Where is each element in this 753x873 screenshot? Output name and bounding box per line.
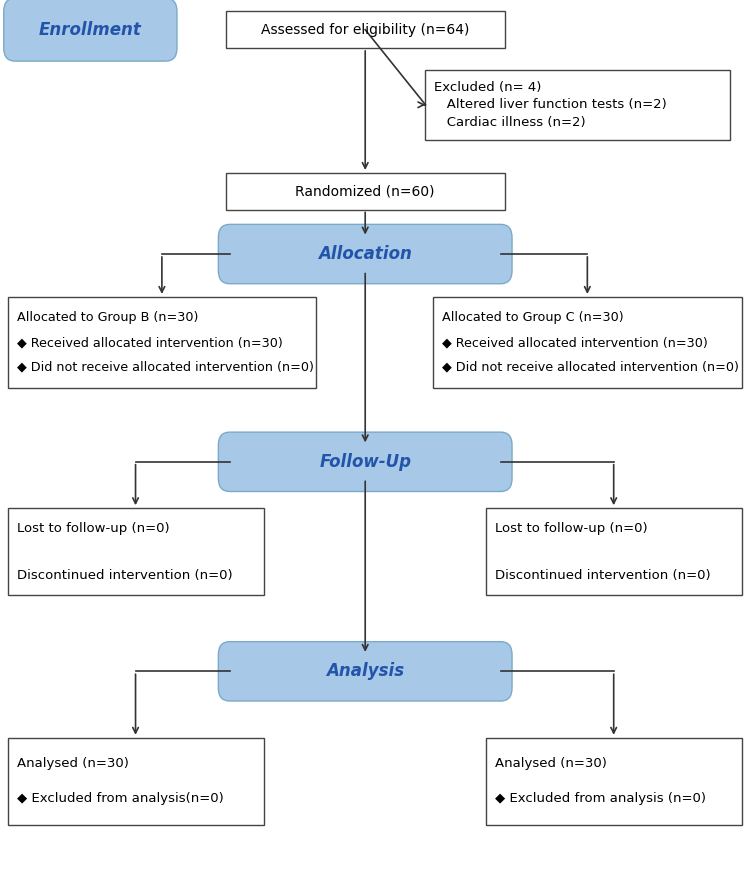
Text: ◆ Excluded from analysis(n=0): ◆ Excluded from analysis(n=0) — [17, 793, 224, 805]
FancyBboxPatch shape — [8, 297, 316, 388]
Text: Follow-Up: Follow-Up — [319, 453, 411, 471]
FancyBboxPatch shape — [218, 224, 512, 284]
Text: Cardiac illness (n=2): Cardiac illness (n=2) — [434, 116, 586, 128]
Text: Altered liver function tests (n=2): Altered liver function tests (n=2) — [434, 99, 667, 111]
Text: Allocated to Group B (n=30): Allocated to Group B (n=30) — [17, 312, 198, 325]
Text: ◆ Received allocated intervention (n=30): ◆ Received allocated intervention (n=30) — [442, 336, 708, 349]
Text: Analysed (n=30): Analysed (n=30) — [17, 758, 129, 770]
Text: Assessed for eligibility (n=64): Assessed for eligibility (n=64) — [261, 23, 469, 37]
FancyBboxPatch shape — [8, 738, 264, 825]
Text: Excluded (n= 4): Excluded (n= 4) — [434, 81, 542, 93]
Text: Allocated to Group C (n=30): Allocated to Group C (n=30) — [442, 312, 623, 325]
Text: ◆ Did not receive allocated intervention (n=0): ◆ Did not receive allocated intervention… — [442, 361, 739, 374]
FancyBboxPatch shape — [4, 0, 177, 61]
Text: ◆ Received allocated intervention (n=30): ◆ Received allocated intervention (n=30) — [17, 336, 282, 349]
FancyBboxPatch shape — [218, 642, 512, 701]
Text: Analysis: Analysis — [326, 663, 404, 680]
Text: Allocation: Allocation — [319, 245, 412, 263]
FancyBboxPatch shape — [226, 173, 505, 210]
Text: ◆ Excluded from analysis (n=0): ◆ Excluded from analysis (n=0) — [495, 793, 706, 805]
Text: ◆ Did not receive allocated intervention (n=0): ◆ Did not receive allocated intervention… — [17, 361, 313, 374]
Text: Randomized (n=60): Randomized (n=60) — [295, 184, 435, 198]
FancyBboxPatch shape — [218, 432, 512, 491]
Text: Lost to follow-up (n=0): Lost to follow-up (n=0) — [495, 522, 648, 535]
FancyBboxPatch shape — [226, 11, 505, 48]
FancyBboxPatch shape — [486, 508, 742, 595]
Text: Lost to follow-up (n=0): Lost to follow-up (n=0) — [17, 522, 169, 535]
FancyBboxPatch shape — [433, 297, 742, 388]
Text: Analysed (n=30): Analysed (n=30) — [495, 758, 607, 770]
Text: Enrollment: Enrollment — [39, 21, 142, 38]
Text: Discontinued intervention (n=0): Discontinued intervention (n=0) — [17, 568, 232, 581]
FancyBboxPatch shape — [8, 508, 264, 595]
FancyBboxPatch shape — [486, 738, 742, 825]
Text: Discontinued intervention (n=0): Discontinued intervention (n=0) — [495, 568, 710, 581]
FancyBboxPatch shape — [425, 70, 730, 140]
